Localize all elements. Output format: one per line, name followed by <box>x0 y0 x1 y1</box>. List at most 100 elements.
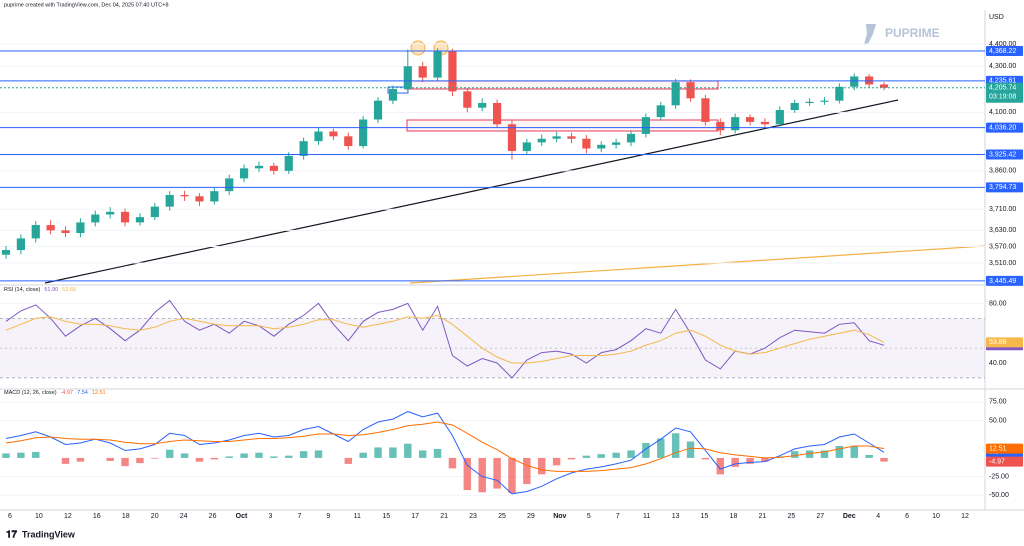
histogram-bar <box>344 457 352 464</box>
histogram-bar <box>2 453 10 458</box>
y-tick-label: 80.00 <box>989 300 1007 307</box>
candle-body <box>388 89 398 101</box>
level-label-bg <box>986 182 1023 193</box>
candle-body <box>686 82 695 99</box>
x-tick-label: 5 <box>587 513 591 520</box>
candle-body <box>165 194 174 207</box>
candle-body <box>552 136 561 139</box>
candle-body <box>210 191 219 202</box>
candle-body <box>731 117 740 131</box>
indicator-value: 53.88 <box>62 287 76 293</box>
series-last-label-bg <box>986 443 1023 454</box>
histogram-bar <box>746 457 754 464</box>
y-tick-label: 3,860.00 <box>989 168 1016 175</box>
histogram-bar <box>121 457 129 467</box>
indicator-title: MACD (12, 26, close) <box>4 390 57 396</box>
x-tick-label: 3 <box>269 513 273 520</box>
histogram-bar <box>582 455 591 458</box>
histogram-last-label-bg <box>986 456 1023 467</box>
candle-body <box>344 136 353 147</box>
level-label-bg <box>986 275 1023 286</box>
histogram-bar <box>671 433 680 458</box>
histogram-bar <box>359 452 367 458</box>
x-tick-label: 10 <box>35 513 43 520</box>
level-label-bg <box>986 149 1023 160</box>
x-tick-label: 15 <box>382 513 390 520</box>
last-price-label: 4,205.74 <box>989 85 1016 92</box>
candle-body <box>582 138 591 149</box>
histogram-bar <box>612 452 620 458</box>
histogram-bar <box>790 451 799 458</box>
candle-body <box>284 155 293 171</box>
x-tick-label: 25 <box>498 513 506 520</box>
indicator-header: MACD (12, 26, close) -4.97 7.54 12.51 <box>4 390 106 396</box>
y-tick-label: 50.00 <box>989 417 1007 424</box>
x-tick-label: 25 <box>787 513 795 520</box>
candle-body <box>225 178 234 192</box>
histogram-bar <box>314 450 323 458</box>
level-label: 4,368.22 <box>989 48 1016 55</box>
trendline <box>44 99 899 284</box>
series-last-label: 53.88 <box>989 339 1007 346</box>
x-tick-label: 20 <box>151 513 159 520</box>
y-tick-label: 40.00 <box>989 360 1007 367</box>
histogram-bar <box>374 447 382 458</box>
candle-body <box>299 141 308 156</box>
candle-body <box>567 136 576 139</box>
histogram-bar <box>225 456 233 458</box>
level-label: 3,445.49 <box>989 278 1016 285</box>
last-price-bg <box>986 82 1023 103</box>
x-tick-label: 9 <box>326 513 330 520</box>
candle-body <box>507 124 517 151</box>
histogram-bar <box>805 450 814 458</box>
y-tick-label: 3,630.00 <box>989 227 1016 234</box>
candle-body <box>180 194 189 197</box>
candle-body <box>240 168 249 179</box>
candle-body <box>61 230 70 234</box>
candle-body <box>597 144 606 149</box>
candle-body <box>716 121 725 131</box>
x-tick-label: 13 <box>672 513 680 520</box>
macd-line <box>5 421 885 472</box>
y-tick-label: 75.00 <box>989 399 1007 406</box>
candle-body <box>641 117 650 134</box>
histogram-bar <box>151 457 159 459</box>
candle-body <box>463 91 472 108</box>
histogram-bar <box>597 454 605 458</box>
histogram-bar <box>418 450 427 458</box>
histogram-bar <box>552 457 561 466</box>
watermark: PUPRIME <box>864 24 940 44</box>
candle-body <box>195 196 204 202</box>
x-tick-label: 18 <box>122 513 130 520</box>
histogram-bar <box>761 457 769 462</box>
x-tick-label: 16 <box>93 513 101 520</box>
logo-mark: 𝟏𝟕 <box>6 530 18 541</box>
candle-body <box>269 165 278 171</box>
footer-logo: 𝟏𝟕 TradingView <box>6 529 76 540</box>
candle-body <box>150 206 159 218</box>
candle-body <box>805 101 814 103</box>
x-tick-label: Dec <box>843 513 856 520</box>
candle-body <box>403 66 412 90</box>
histogram-bar <box>701 457 710 460</box>
candle-body <box>522 142 531 151</box>
histogram-bar <box>686 441 695 458</box>
candle-body <box>418 66 427 78</box>
y-tick-label: 3,710.00 <box>989 206 1016 213</box>
x-tick-label: 7 <box>616 513 620 520</box>
y-tick-label: 4,400.00 <box>989 41 1016 48</box>
histogram-bar <box>270 456 278 458</box>
histogram-bar <box>210 457 219 460</box>
candle-body <box>135 217 145 223</box>
candle-body <box>492 102 502 125</box>
histogram-bar <box>433 448 442 458</box>
histogram-bar <box>850 445 858 458</box>
histogram-bar <box>463 457 472 491</box>
histogram-bar <box>523 457 531 485</box>
histogram-last-label: -4.97 <box>989 458 1005 465</box>
candle-body <box>76 222 85 234</box>
rsi-line <box>5 314 885 364</box>
highlight <box>410 40 426 56</box>
histogram-bar <box>835 445 844 458</box>
candle-body <box>254 165 264 169</box>
